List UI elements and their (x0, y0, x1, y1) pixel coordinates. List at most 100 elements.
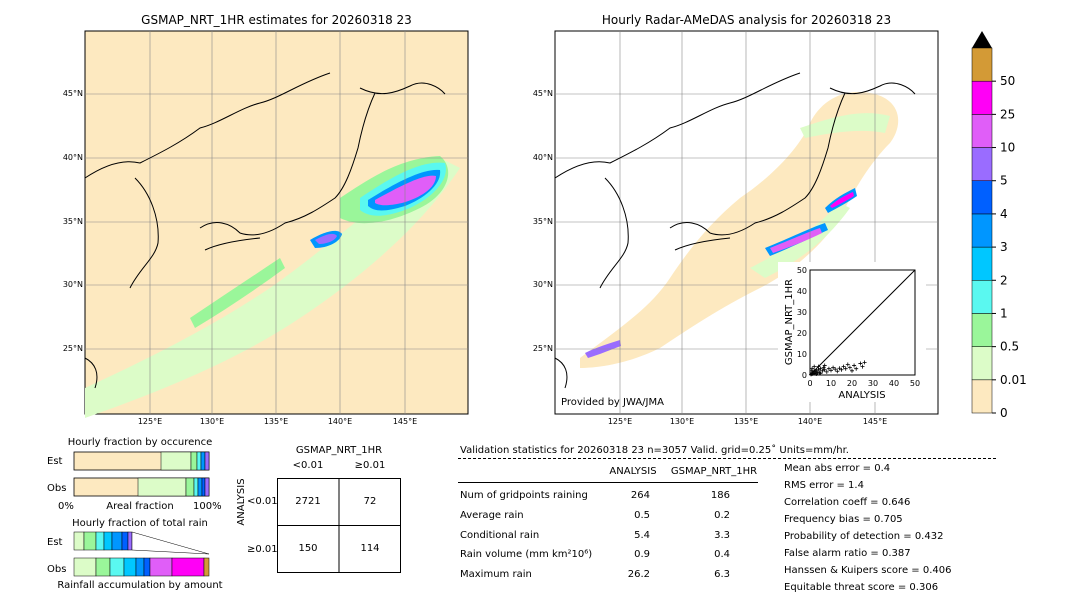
colorbar-label: 0.01 (1000, 373, 1027, 387)
validation-row-1-label: Average rain (460, 510, 524, 521)
validation-row-1-analysis: 0.5 (634, 510, 650, 521)
colorbar-box (971, 246, 993, 281)
right-lon-140: 140°E (797, 417, 823, 426)
validation-row-4-gsmap: 6.3 (714, 569, 730, 580)
validation-row-4-label: Maximum rain (460, 569, 532, 580)
scatter-point (837, 366, 842, 371)
scatter-point (847, 365, 852, 370)
validation-table-rule (458, 482, 758, 483)
frac-occ-title: Hourly fraction by occurence (67, 437, 213, 448)
scatter-point (852, 363, 857, 368)
scatter-xtick-label: 0 (807, 379, 812, 388)
contingency-col-1: ≥0.01 (354, 460, 386, 471)
left-lat-25: 25°N (62, 344, 83, 353)
right-lon-135: 135°E (733, 417, 759, 426)
scatter-point (822, 363, 827, 368)
radar-credit: Provided by JWA/JMA (561, 397, 664, 408)
scatter-xtick-label: 40 (889, 379, 899, 388)
frac-occ-axis-left: 0% (58, 501, 74, 512)
scatter-point (843, 366, 848, 371)
left-map-title: GSMAP_NRT_1HR estimates for 20260318 23 (141, 13, 412, 27)
validation-row-2-label: Conditional rain (460, 530, 540, 541)
left-rain-field (85, 156, 460, 418)
scatter-ytick-label: 20 (797, 329, 807, 338)
scatter-xlabel: ANALYSIS (838, 390, 885, 401)
colorbar-label: 0 (1000, 406, 1008, 420)
left-lon-140: 140°E (327, 417, 353, 426)
scatter-point (845, 362, 850, 367)
colorbar-box (971, 313, 993, 347)
contingency-cell-11: 114 (360, 543, 380, 554)
scatter-ytick-label: 50 (797, 266, 807, 275)
frac-tot-bars (73, 531, 210, 577)
frac-occ-bars (73, 451, 210, 497)
right-map-title: Hourly Radar-AMeDAS analysis for 2026031… (601, 13, 892, 27)
contingency-title: GSMAP_NRT_1HR (295, 445, 383, 456)
scatter-point (822, 367, 827, 372)
colorbar-label: 5 (1000, 174, 1008, 188)
left-lon-135: 135°E (263, 417, 289, 426)
left-map (84, 30, 469, 418)
scatter-one-to-one-line (809, 269, 916, 376)
colorbar-box (971, 213, 993, 248)
score-mae: Mean abs error = 0.4 (784, 463, 891, 474)
scatter-point (818, 366, 823, 371)
colorbar: 0 0.01 0.5 1 2 3 4 5 10 25 50 (971, 31, 1027, 420)
score-rmse: RMS error = 1.4 (784, 480, 864, 491)
colorbar-box (971, 147, 993, 181)
scatter-ticks: 00 10 10 20 20 30 30 40 40 50 50 (797, 266, 920, 388)
right-lat-40: 40°N (532, 153, 553, 162)
scatter-point (812, 364, 817, 369)
scatter-points (809, 360, 867, 377)
scatter-ytick-label: 40 (797, 287, 807, 296)
validation-row-3-gsmap: 0.4 (714, 549, 730, 560)
scatter-xtick-label: 10 (826, 379, 836, 388)
frac-occ-row-obs: Obs (47, 483, 67, 494)
score-hk: Hanssen & Kuipers score = 0.406 (784, 565, 952, 576)
colorbar-box (971, 280, 993, 314)
contingency-cell-00: 2721 (295, 496, 321, 507)
right-coastline (554, 72, 916, 389)
right-lat-25: 25°N (532, 344, 553, 353)
score-pod: Probability of detection = 0.432 (784, 531, 944, 542)
left-lon-125: 125°E (137, 417, 163, 426)
contingency-row-0: <0.01 (247, 496, 278, 507)
frac-tot-footer: Rainfall accumulation by amount (57, 580, 223, 591)
colorbar-label: 4 (1000, 207, 1008, 221)
validation-row-2-gsmap: 3.3 (714, 530, 730, 541)
right-lon-145: 145°E (862, 417, 888, 426)
left-lon-130: 130°E (199, 417, 225, 426)
contingency-col-0: <0.01 (292, 460, 324, 471)
colorbar-labels: 0 0.01 0.5 1 2 3 4 5 10 25 50 (992, 74, 1027, 420)
scatter-xtick-label: 30 (868, 379, 878, 388)
scatter-point (816, 364, 821, 369)
score-corr: Correlation coeff = 0.646 (784, 497, 911, 508)
scatter-inset: 00 10 10 20 20 30 30 40 40 50 50 ANALYSIS GSMAP_NR… (778, 262, 926, 402)
scatter-xtick-label: 20 (847, 379, 857, 388)
frac-tot-row-est: Est (47, 537, 63, 548)
contingency-grid (277, 478, 401, 573)
scatter-point (850, 368, 854, 373)
right-lon-125: 125°E (607, 417, 633, 426)
left-lon-145: 145°E (392, 417, 418, 426)
scatter-point (820, 368, 825, 373)
colorbar-label: 1 (1000, 306, 1008, 320)
validation-row-1-gsmap: 0.2 (714, 510, 730, 521)
colorbar-label: 0.5 (1000, 340, 1019, 354)
left-lat-40: 40°N (62, 153, 83, 162)
scatter-point (821, 365, 826, 370)
left-lat-30: 30°N (62, 280, 83, 289)
contingency-row-1: ≥0.01 (247, 544, 278, 555)
scatter-point (829, 368, 833, 373)
scatter-point (860, 364, 865, 369)
validation-row-2-analysis: 5.4 (634, 530, 650, 541)
scatter-point (826, 366, 831, 371)
contingency-row-axis: ANALYSIS (236, 478, 247, 526)
right-lon-130: 130°E (669, 417, 695, 426)
frac-occ-axis-mid: Areal fraction (106, 501, 174, 512)
colorbar-box (971, 80, 993, 115)
validation-divider (458, 458, 996, 459)
right-lat-35: 35°N (532, 217, 553, 226)
validation-col-gsmap: GSMAP_NRT_1HR (670, 466, 758, 477)
scatter-point (835, 369, 840, 374)
